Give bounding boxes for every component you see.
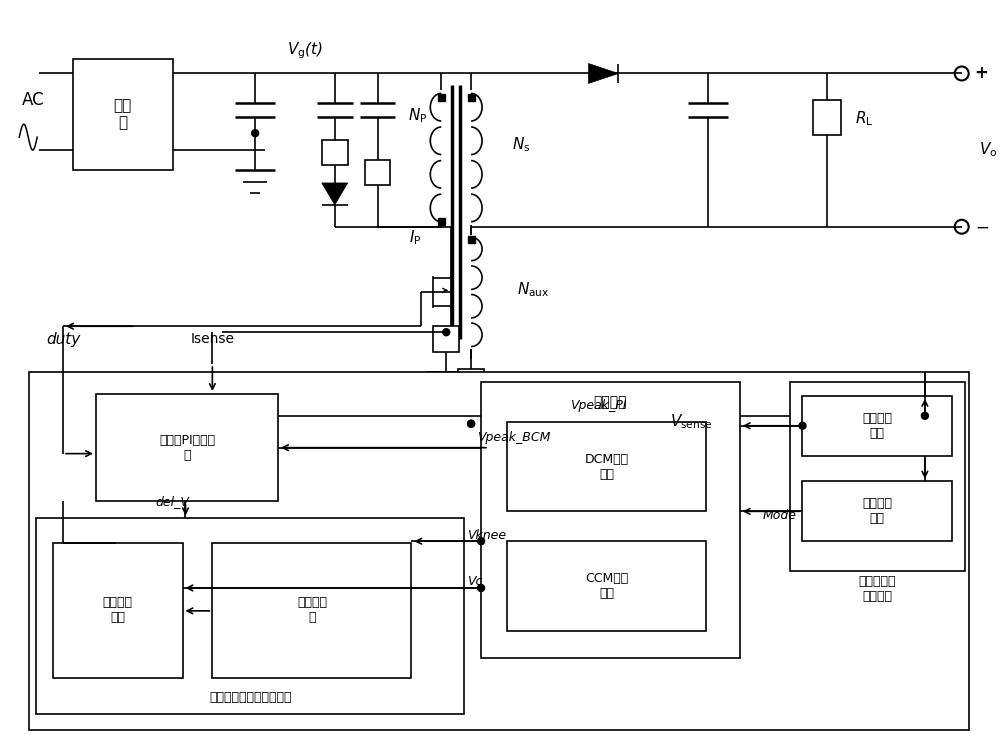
FancyBboxPatch shape (53, 543, 183, 678)
Text: 整流
桥: 整流 桥 (114, 98, 132, 130)
Circle shape (478, 584, 485, 591)
Text: $N_{\rm s}$: $N_{\rm s}$ (512, 136, 530, 155)
Text: +: + (975, 65, 989, 82)
Circle shape (443, 329, 450, 336)
Text: AC: AC (22, 91, 45, 109)
Bar (438, 218, 445, 225)
Text: $N_{\rm aux}$: $N_{\rm aux}$ (517, 280, 550, 299)
Text: $-$: $-$ (975, 218, 989, 236)
Text: 自适应参考电压调整模块: 自适应参考电压调整模块 (209, 691, 291, 704)
FancyBboxPatch shape (802, 396, 952, 455)
Text: Vknee: Vknee (467, 529, 506, 541)
FancyBboxPatch shape (73, 59, 173, 170)
Text: 峰值电流
锁定: 峰值电流 锁定 (862, 412, 892, 440)
Text: DCM拐点
采样: DCM拐点 采样 (584, 452, 629, 480)
FancyBboxPatch shape (481, 382, 740, 657)
Circle shape (921, 412, 928, 419)
Text: duty: duty (46, 332, 80, 347)
Circle shape (468, 420, 475, 428)
Text: 电流零点
检测: 电流零点 检测 (862, 498, 892, 526)
Text: $R_{\rm L}$: $R_{\rm L}$ (855, 109, 874, 127)
Circle shape (478, 538, 485, 544)
Text: $I_{\rm P}$: $I_{\rm P}$ (409, 228, 421, 247)
Text: $V_{\rm sense}$: $V_{\rm sense}$ (670, 412, 713, 431)
Text: del_V: del_V (156, 495, 190, 508)
Text: Vpeak_PI: Vpeak_PI (570, 400, 627, 412)
Text: Vc: Vc (467, 575, 482, 587)
Text: 逼近式状态
检测模块: 逼近式状态 检测模块 (858, 575, 896, 603)
FancyBboxPatch shape (36, 518, 464, 714)
Bar (468, 236, 475, 243)
Bar (468, 94, 475, 101)
Polygon shape (322, 183, 348, 205)
FancyBboxPatch shape (365, 160, 390, 185)
Bar (438, 94, 445, 101)
FancyBboxPatch shape (507, 421, 706, 511)
FancyBboxPatch shape (458, 424, 484, 454)
Text: CCM定点
采样: CCM定点 采样 (585, 572, 628, 600)
Text: 采样模块: 采样模块 (594, 395, 627, 409)
FancyBboxPatch shape (507, 541, 706, 631)
FancyBboxPatch shape (212, 543, 411, 678)
Circle shape (468, 420, 475, 428)
Circle shape (252, 130, 259, 136)
Text: 自适应PI调节模
块: 自适应PI调节模 块 (159, 434, 215, 461)
FancyBboxPatch shape (790, 382, 965, 571)
Circle shape (799, 422, 806, 429)
FancyBboxPatch shape (813, 100, 841, 135)
Polygon shape (589, 63, 618, 84)
Text: $V_{\rm o}$: $V_{\rm o}$ (979, 141, 997, 159)
FancyBboxPatch shape (29, 372, 969, 731)
Text: $N_{\rm P}$: $N_{\rm P}$ (408, 106, 427, 124)
FancyBboxPatch shape (433, 326, 459, 352)
Text: 误差限判
断: 误差限判 断 (297, 596, 327, 624)
FancyBboxPatch shape (458, 369, 484, 399)
FancyBboxPatch shape (322, 140, 348, 165)
Text: Mode: Mode (763, 509, 797, 522)
FancyBboxPatch shape (802, 482, 952, 541)
Text: $V_{\rm g}$(t): $V_{\rm g}$(t) (287, 40, 323, 61)
Text: Isense: Isense (190, 333, 234, 346)
Text: 参考电压
调整: 参考电压 调整 (103, 596, 133, 624)
FancyBboxPatch shape (96, 394, 278, 501)
Text: Vpeak_BCM: Vpeak_BCM (477, 431, 551, 444)
